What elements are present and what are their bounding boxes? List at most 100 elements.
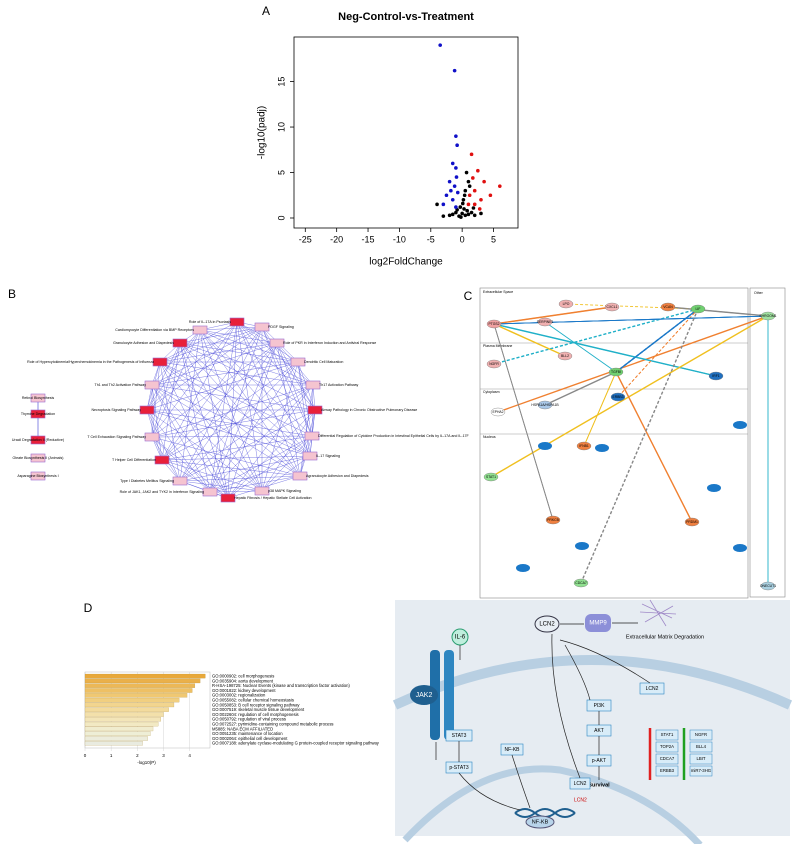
network-edge: [209, 455, 311, 493]
category-label: GO:0003002: regionalization: [212, 693, 266, 698]
point: [467, 193, 472, 198]
compartment-label: Nucleus: [483, 435, 496, 439]
enrichment-bar-chart: 0 1 2 3 4GO:0000902: cell morphogenesisGO:00…: [84, 671, 380, 765]
network-edge: [146, 409, 263, 492]
point: [454, 166, 458, 170]
network-edge: [179, 342, 229, 499]
network-edge: [493, 308, 699, 365]
gene-node: [486, 359, 502, 369]
network-edge: [299, 409, 316, 477]
gene-node: [537, 317, 553, 327]
pathway-node: [30, 471, 46, 481]
gene-node: [516, 564, 530, 572]
pathway-label: T Cell Exhaustion Signaling Pathway: [87, 435, 146, 439]
gene-label: NGFR: [695, 732, 707, 737]
node-label: JAK2: [416, 692, 433, 699]
point: [452, 184, 457, 188]
point: [472, 213, 477, 218]
x-tick-label: 1: [110, 753, 113, 758]
pathway-label: Role of PKR in Interferon Induction and …: [283, 341, 376, 345]
network-edge: [159, 361, 313, 437]
point: [466, 212, 471, 217]
network-edge: [615, 371, 693, 523]
gene-node: [760, 581, 776, 591]
compartment-label: Extracellular Space: [483, 290, 513, 294]
pathway-label: Agranulocyte Adhesion and Diapedesis: [306, 474, 369, 478]
pathway-node: [254, 322, 270, 332]
gene-box: [689, 729, 713, 741]
network-edge: [667, 306, 769, 317]
pathway-node: [307, 405, 323, 415]
bar: [84, 702, 175, 708]
network-edge: [261, 435, 313, 492]
pathway-node: [292, 471, 308, 481]
bar: [84, 707, 169, 712]
point: [435, 202, 439, 207]
network-edge: [151, 384, 163, 461]
network-frame: [479, 287, 749, 599]
category-label: GO:0007519: skeletal muscle tissue devel…: [212, 707, 305, 712]
network-edge: [159, 361, 181, 482]
node-label: PI3K: [594, 703, 606, 709]
pathway-node: [172, 338, 188, 348]
pathway-label: Necroptosis Signaling Pathway: [91, 408, 141, 412]
network-edge: [236, 321, 316, 411]
network-edge: [199, 329, 229, 499]
gene-node: [537, 400, 553, 410]
network-edge: [490, 315, 769, 478]
pathway-node: [304, 431, 320, 441]
gene-node: [733, 544, 747, 552]
pathway-label: Differential Regulation of Cytokine Prod…: [318, 434, 470, 438]
arrow: [564, 644, 591, 701]
network-edge: [209, 435, 313, 493]
pathway-node: [254, 486, 270, 496]
network-edge: [151, 435, 313, 438]
x-tick-label: 4: [188, 753, 191, 758]
category-label: GO:0051235: maintenance of location: [212, 731, 283, 736]
volcano-plot: Neg-Control-vs-Treatment -25 -20 -15 -10 -5 0 5…: [257, 11, 519, 268]
pathway-node: [172, 476, 188, 486]
bar: [84, 736, 148, 741]
y-tick-label: 5: [276, 170, 286, 175]
x-tick-label: 3: [162, 753, 165, 758]
point: [441, 202, 446, 207]
gene-box: [655, 741, 679, 753]
network-edge: [179, 342, 316, 411]
chart-title: Neg-Control-vs-Treatment: [338, 11, 474, 23]
compartment-label: Plasma Membrane: [483, 344, 512, 348]
network-edge: [209, 475, 301, 493]
network-edge: [146, 409, 181, 482]
network-edge: [161, 361, 299, 461]
network-edge: [161, 384, 314, 461]
point: [459, 215, 463, 219]
network-edge: [199, 329, 299, 363]
gene-label: IFNB1: [579, 444, 589, 448]
arrow: [559, 639, 651, 684]
gene-box: [655, 729, 679, 741]
gene-node: [595, 444, 609, 452]
network-edge: [161, 455, 311, 461]
network-edge: [161, 326, 263, 461]
gene-node: [690, 304, 706, 314]
node-box: [500, 743, 524, 756]
gene-node: [608, 367, 624, 377]
panel-label: D: [84, 601, 93, 615]
gene-label: miR7-3HG: [691, 768, 712, 773]
network-edge: [227, 409, 316, 499]
pathway-label: Asparagine Biosynthesis I: [17, 474, 58, 478]
network-edge: [151, 384, 229, 499]
point: [462, 193, 467, 198]
node-label: NF-KB: [532, 819, 549, 825]
x-tick-label: -5: [427, 234, 435, 244]
network-edge: [151, 384, 316, 411]
gene-label: NGFR: [489, 362, 499, 366]
point: [471, 206, 476, 210]
node-label: STAT3: [452, 733, 467, 739]
network-edge: [227, 435, 313, 499]
category-label: GO:0035904: aorta development: [212, 678, 274, 683]
category-label: R-HSA-198725: Nuclear Events (kinase and…: [212, 683, 350, 688]
bar: [84, 717, 161, 722]
network-edge: [209, 342, 278, 493]
network-edge: [493, 306, 613, 325]
